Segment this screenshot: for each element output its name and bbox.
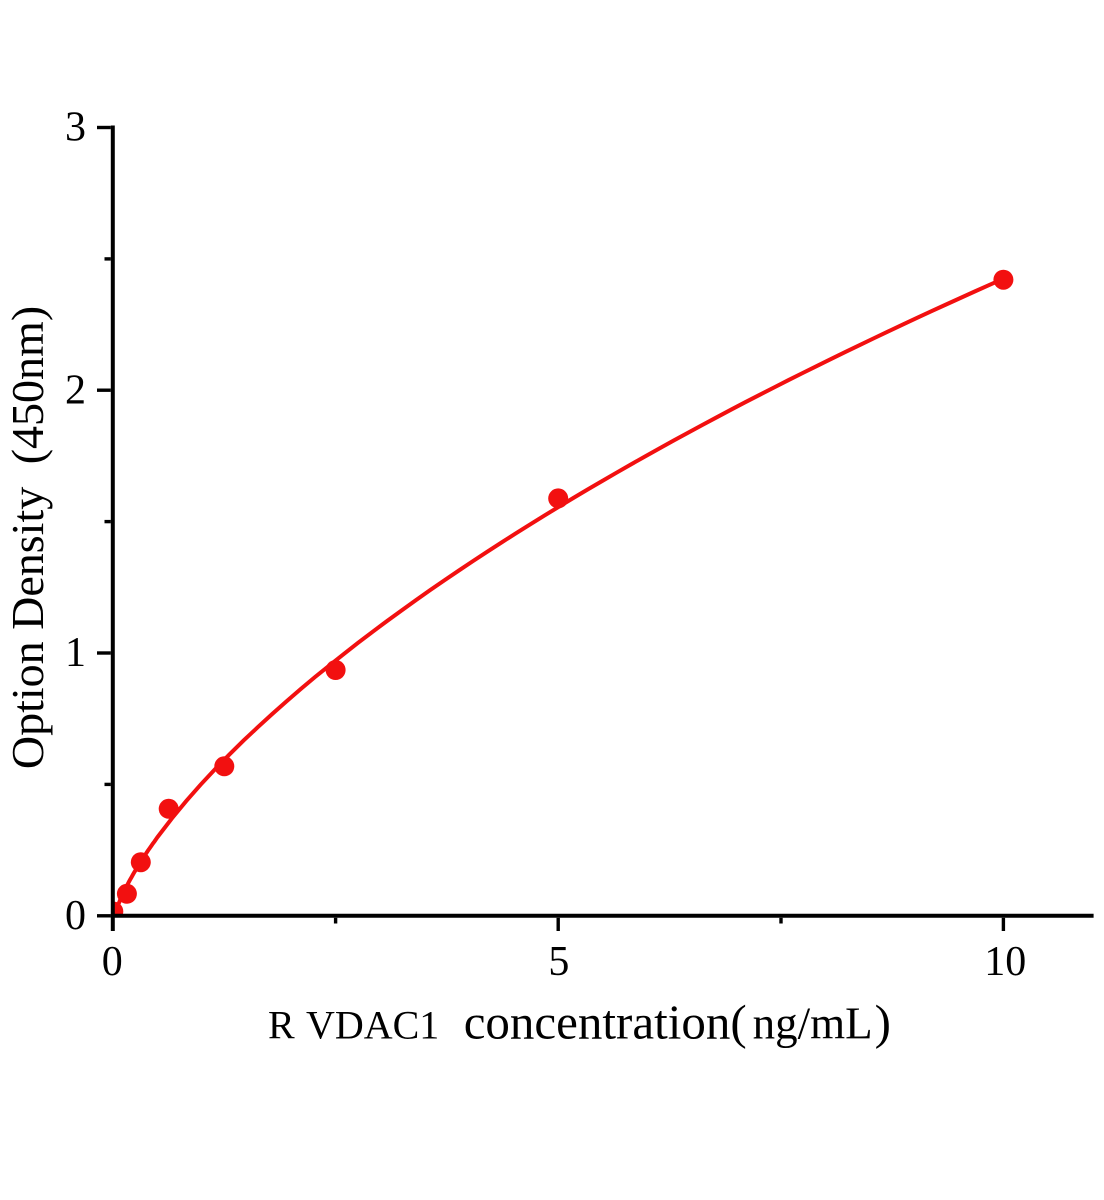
svg-text:5: 5 [548, 939, 569, 985]
svg-text:0: 0 [102, 939, 123, 985]
svg-text:0: 0 [65, 893, 86, 939]
svg-text:3: 3 [65, 105, 86, 151]
svg-text:2: 2 [65, 367, 86, 413]
svg-text:10: 10 [984, 939, 1026, 985]
svg-text:Option Density (450nm): Option Density (450nm) [2, 306, 53, 769]
svg-text:concentration(ng/mL): concentration(ng/mL) [464, 995, 891, 1050]
svg-text:1: 1 [65, 630, 86, 676]
svg-text:R VDAC1: R VDAC1 [268, 1003, 439, 1048]
